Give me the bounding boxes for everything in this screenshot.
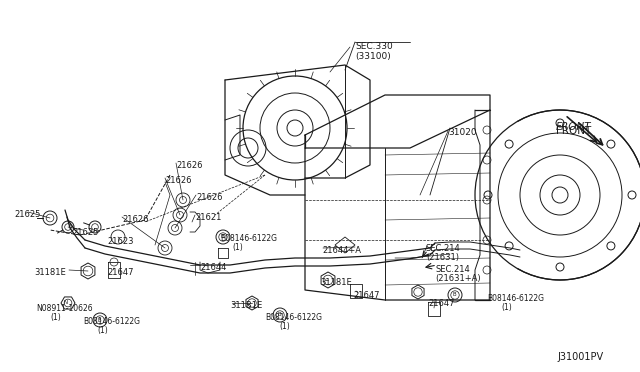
- Text: 21626: 21626: [196, 193, 223, 202]
- Text: 21647: 21647: [353, 291, 380, 300]
- Text: B: B: [277, 312, 281, 317]
- Text: 31181E: 31181E: [34, 268, 66, 277]
- Text: B: B: [97, 317, 101, 323]
- Text: B08146-6122G: B08146-6122G: [220, 234, 277, 243]
- Text: 21626: 21626: [176, 161, 202, 170]
- Text: 21626: 21626: [122, 215, 148, 224]
- Text: 21647: 21647: [107, 268, 134, 277]
- Text: B08146-6122G: B08146-6122G: [83, 317, 140, 326]
- Text: N: N: [64, 301, 68, 305]
- Text: (21631): (21631): [426, 253, 459, 262]
- Text: 21623: 21623: [107, 237, 134, 246]
- Text: 21647: 21647: [428, 299, 454, 308]
- Text: B08146-6122G: B08146-6122G: [265, 313, 322, 322]
- Text: SEC.330: SEC.330: [355, 42, 393, 51]
- Text: FRONT: FRONT: [556, 126, 591, 136]
- Text: B: B: [452, 292, 456, 298]
- Text: 21621: 21621: [195, 213, 221, 222]
- Text: J31001PV: J31001PV: [557, 352, 603, 362]
- Text: (1): (1): [501, 303, 512, 312]
- Text: (1): (1): [279, 322, 290, 331]
- Text: SEC.214: SEC.214: [426, 244, 461, 253]
- Text: N08911-10626: N08911-10626: [36, 304, 93, 313]
- Text: (1): (1): [232, 243, 243, 252]
- Text: FRONT: FRONT: [556, 122, 591, 132]
- Text: 21644+A: 21644+A: [322, 246, 361, 255]
- Text: B: B: [220, 234, 224, 240]
- Text: 311B1E: 311B1E: [230, 301, 262, 310]
- Text: SEC.214: SEC.214: [435, 265, 470, 274]
- Text: (1): (1): [97, 326, 108, 335]
- Text: 21644: 21644: [200, 263, 227, 272]
- Text: 31181E: 31181E: [320, 278, 352, 287]
- Text: (21631+A): (21631+A): [435, 274, 481, 283]
- Text: 31020: 31020: [448, 128, 477, 137]
- Text: 21625: 21625: [14, 210, 40, 219]
- Text: (33100): (33100): [355, 52, 391, 61]
- Text: (1): (1): [50, 313, 61, 322]
- Text: B08146-6122G: B08146-6122G: [487, 294, 544, 303]
- Text: 21626: 21626: [165, 176, 191, 185]
- Text: 21625: 21625: [72, 228, 99, 237]
